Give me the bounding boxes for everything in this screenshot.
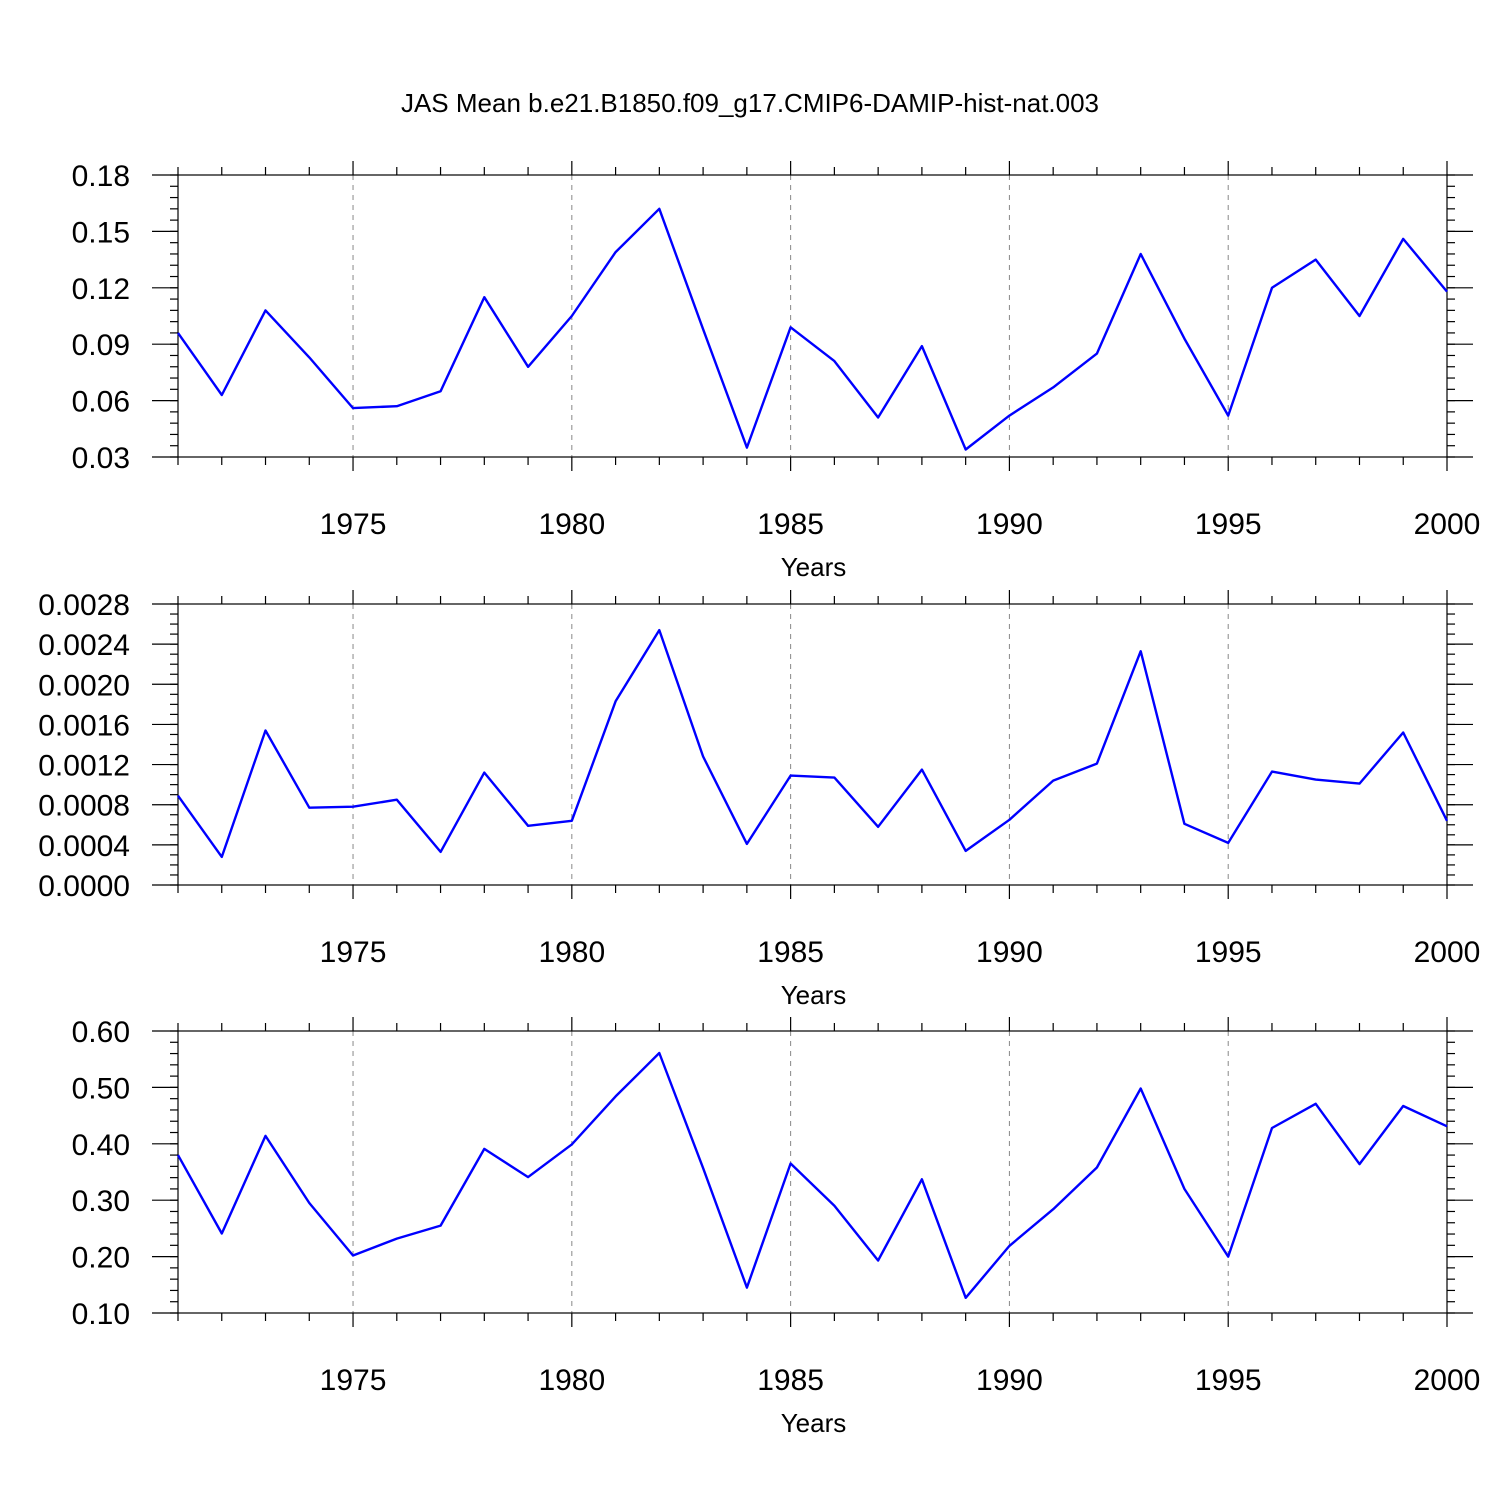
plot-frame	[177, 174, 1448, 458]
y-tick-label: 0.09	[72, 329, 130, 362]
x-tick-label: 1990	[976, 508, 1043, 541]
y-tick-label: 0.06	[72, 386, 130, 419]
x-axis-label: Years	[781, 1408, 847, 1438]
x-tick-label: 1980	[538, 1364, 605, 1397]
x-tick-label: 1975	[320, 508, 387, 541]
x-tick-label: 1995	[1195, 508, 1262, 541]
y-tick-label: 0.0020	[38, 669, 130, 702]
y-tick-label: 0.0016	[38, 709, 130, 742]
y-tick-label: 0.30	[72, 1185, 130, 1218]
x-tick-label: 1975	[320, 1364, 387, 1397]
x-tick-label: 1985	[757, 508, 824, 541]
chart-panel-3: 0.10 0.20 0.30 0.40 0.50 0.60 1975 1980 1985 1990…	[18, 1016, 1481, 1438]
x-tick-label: 1985	[757, 1364, 824, 1397]
y-tick-label: 0.0000	[38, 870, 130, 903]
x-tick-label: 1995	[1195, 1364, 1262, 1397]
x-tick-label: 1990	[976, 1364, 1043, 1397]
x-tick-label: 1980	[538, 936, 605, 969]
y-axis-label: GIN Ice Volume 1013 m3	[18, 179, 48, 453]
x-axis-label: Years	[781, 552, 847, 582]
x-tick-label: 2000	[1414, 508, 1481, 541]
y-tick-label: 0.20	[72, 1242, 130, 1275]
y-tick-label: 0.60	[72, 1016, 130, 1049]
chart-panel-2: 0.0000 0.0004 0.0008 0.0012 0.0016 0.0020 0.00…	[38, 589, 1481, 1010]
x-tick-label: 1990	[976, 936, 1043, 969]
y-tick-label: 0.0004	[38, 830, 130, 863]
x-tick-label: 1995	[1195, 936, 1262, 969]
data-line	[177, 207, 1448, 451]
plot-frame	[177, 603, 1448, 886]
chart-panel-1: 0.03 0.06 0.09 0.12 0.15 0.18 1975 1980 1985 1990…	[18, 160, 1481, 582]
x-tick-label: 1975	[320, 936, 387, 969]
data-line	[176, 1051, 1448, 1300]
y-tick-label: 0.0012	[38, 750, 130, 783]
data-line	[177, 628, 1449, 859]
y-tick-label: 0.03	[72, 442, 130, 475]
x-axis-label: Years	[781, 980, 847, 1010]
y-tick-label: 0.0028	[38, 589, 130, 622]
y-tick-label: 0.10	[72, 1298, 130, 1331]
y-axis-label: GIN Ice Area 1012 m2	[18, 1052, 48, 1293]
y-tick-label: 0.0024	[38, 629, 130, 662]
x-tick-label: 2000	[1414, 936, 1481, 969]
x-tick-label: 2000	[1414, 1364, 1481, 1397]
y-tick-label: 0.18	[72, 160, 130, 193]
y-tick-label: 0.12	[72, 273, 130, 306]
y-tick-label: 0.40	[72, 1129, 130, 1162]
y-tick-label: 0.15	[72, 216, 130, 249]
y-tick-label: 0.50	[72, 1072, 130, 1105]
plot-frame	[177, 1030, 1448, 1314]
chart-title: JAS Mean b.e21.B1850.f09_g17.CMIP6-DAMIP…	[401, 88, 1099, 118]
x-tick-label: 1985	[757, 936, 824, 969]
x-tick-label: 1980	[538, 508, 605, 541]
y-tick-label: 0.0008	[38, 790, 130, 823]
